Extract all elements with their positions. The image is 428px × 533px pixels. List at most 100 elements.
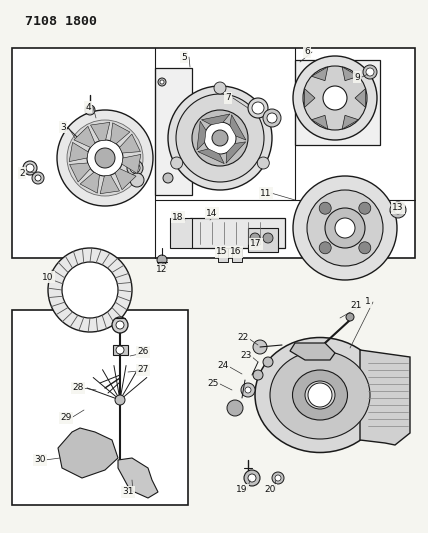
Circle shape <box>319 202 331 214</box>
Polygon shape <box>100 175 119 193</box>
Circle shape <box>390 202 406 218</box>
Text: 23: 23 <box>240 351 252 360</box>
Circle shape <box>35 175 41 181</box>
Circle shape <box>130 173 144 187</box>
Polygon shape <box>290 343 335 360</box>
Text: 31: 31 <box>122 488 134 497</box>
Ellipse shape <box>270 351 370 439</box>
Text: 1: 1 <box>365 297 371 306</box>
Text: 9: 9 <box>354 72 360 82</box>
Circle shape <box>325 208 365 248</box>
Circle shape <box>23 161 37 175</box>
Circle shape <box>248 474 256 482</box>
Polygon shape <box>118 458 158 498</box>
Polygon shape <box>312 115 328 129</box>
Bar <box>295 60 380 145</box>
Circle shape <box>227 400 243 416</box>
Text: 7108 1800: 7108 1800 <box>25 15 97 28</box>
Circle shape <box>346 313 354 321</box>
Text: 18: 18 <box>172 213 184 222</box>
Circle shape <box>115 395 125 405</box>
Ellipse shape <box>292 370 348 420</box>
Text: 12: 12 <box>156 265 168 274</box>
Circle shape <box>127 160 143 176</box>
Text: 4: 4 <box>85 102 91 111</box>
Circle shape <box>245 387 251 393</box>
Circle shape <box>157 255 167 265</box>
Text: 30: 30 <box>34 456 46 464</box>
Circle shape <box>26 164 34 172</box>
Polygon shape <box>342 67 359 80</box>
Polygon shape <box>312 67 328 80</box>
Polygon shape <box>69 142 88 161</box>
Circle shape <box>303 66 367 130</box>
Bar <box>190 218 285 248</box>
Text: 17: 17 <box>250 239 262 248</box>
Circle shape <box>394 206 402 214</box>
Polygon shape <box>226 142 246 163</box>
Circle shape <box>214 82 226 94</box>
Text: 25: 25 <box>207 378 219 387</box>
Polygon shape <box>230 115 246 140</box>
Circle shape <box>85 105 95 115</box>
Circle shape <box>263 233 273 243</box>
Circle shape <box>307 190 383 266</box>
Text: 26: 26 <box>137 348 149 357</box>
Polygon shape <box>90 123 110 141</box>
Circle shape <box>335 218 355 238</box>
Text: 29: 29 <box>60 414 71 423</box>
Bar <box>218 248 228 262</box>
Circle shape <box>112 317 128 333</box>
Circle shape <box>308 383 332 407</box>
Text: 7: 7 <box>225 93 231 102</box>
Circle shape <box>87 140 123 176</box>
Text: 22: 22 <box>238 334 249 343</box>
Text: 28: 28 <box>72 384 84 392</box>
Text: 3: 3 <box>60 123 66 132</box>
Circle shape <box>272 472 284 484</box>
Polygon shape <box>304 88 315 108</box>
Circle shape <box>293 176 397 280</box>
Bar <box>232 248 242 262</box>
Circle shape <box>32 172 44 184</box>
Ellipse shape <box>255 337 385 453</box>
Polygon shape <box>198 149 224 164</box>
Polygon shape <box>58 428 118 478</box>
Circle shape <box>293 56 377 140</box>
Text: 13: 13 <box>392 204 404 213</box>
Polygon shape <box>80 172 99 193</box>
Circle shape <box>168 86 272 190</box>
Text: 15: 15 <box>216 247 228 256</box>
Circle shape <box>253 370 263 380</box>
Circle shape <box>253 340 267 354</box>
Circle shape <box>252 102 264 114</box>
Bar <box>12 48 415 258</box>
Circle shape <box>244 470 260 486</box>
Circle shape <box>57 110 153 206</box>
Circle shape <box>160 80 164 84</box>
Circle shape <box>116 346 124 354</box>
Text: 6: 6 <box>304 47 310 56</box>
Circle shape <box>158 78 166 86</box>
Text: 11: 11 <box>260 189 272 198</box>
Circle shape <box>163 173 173 183</box>
Polygon shape <box>115 168 136 190</box>
Circle shape <box>263 109 281 127</box>
Circle shape <box>192 110 248 166</box>
Polygon shape <box>119 134 140 153</box>
Circle shape <box>95 148 115 168</box>
Text: 14: 14 <box>206 208 218 217</box>
Circle shape <box>275 475 281 481</box>
Polygon shape <box>122 155 141 174</box>
Circle shape <box>67 120 143 196</box>
Circle shape <box>116 321 124 329</box>
Polygon shape <box>70 163 90 182</box>
Circle shape <box>359 242 371 254</box>
Bar <box>113 345 128 355</box>
Circle shape <box>359 202 371 214</box>
Text: 5: 5 <box>181 52 187 61</box>
Circle shape <box>319 242 331 254</box>
Text: 2: 2 <box>19 168 25 177</box>
Bar <box>155 68 192 195</box>
Polygon shape <box>197 121 206 150</box>
